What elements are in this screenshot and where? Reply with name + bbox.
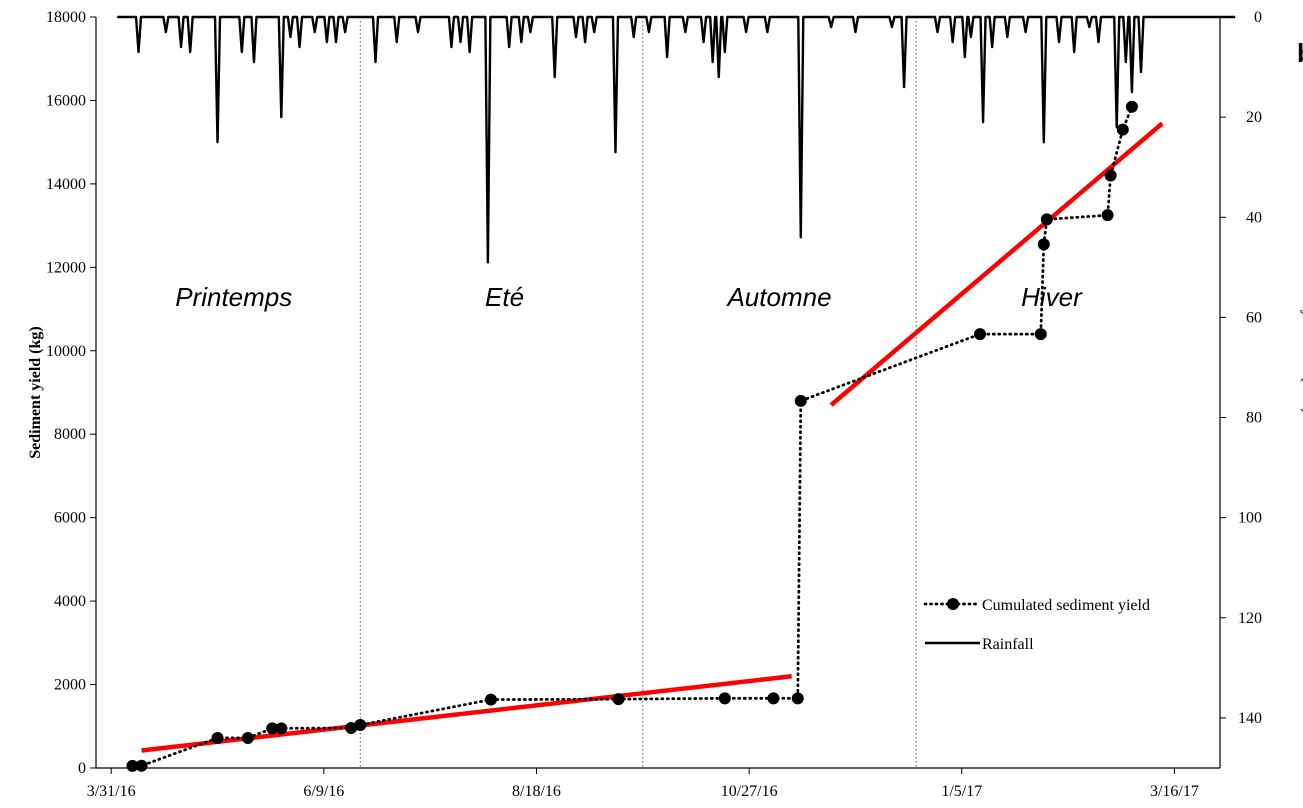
y-tick-label: 18000 xyxy=(46,9,86,26)
y-tick-label: 6000 xyxy=(54,510,86,527)
axes xyxy=(90,16,1226,774)
y2-tick-label: 0 xyxy=(1254,9,1262,26)
x-tick-label: 3/31/16 xyxy=(87,783,136,800)
sediment-point xyxy=(135,759,148,772)
season-label: Eté xyxy=(485,282,524,312)
y-tick-label: 4000 xyxy=(54,593,86,610)
y-tick-label: 0 xyxy=(78,760,86,777)
rainfall-line xyxy=(117,15,1236,264)
y2-tick-label: 140 xyxy=(1238,710,1262,727)
season-label: Printemps xyxy=(175,282,292,312)
sediment-point xyxy=(241,731,254,744)
x-tick-label: 8/18/16 xyxy=(512,783,561,800)
sediment-line xyxy=(131,105,1134,768)
sediment-point xyxy=(354,719,367,732)
sediment-point xyxy=(126,759,139,772)
x-tick-label: 10/27/16 xyxy=(721,783,778,800)
sediment-point xyxy=(791,692,804,705)
legend-sediment-label: Cumulated sediment yield xyxy=(982,597,1150,614)
panel-letter: b xyxy=(1297,38,1303,68)
sediment-point xyxy=(1125,100,1138,113)
sediment-point xyxy=(1037,238,1050,251)
y2-tick-label: 120 xyxy=(1238,610,1262,627)
y-tick-label: 2000 xyxy=(54,677,86,694)
x-tick-label: 6/9/16 xyxy=(303,783,344,800)
sediment-point xyxy=(275,722,288,735)
y2-axis-title: Daily rainfall (mm) xyxy=(1300,281,1303,413)
x-tick-label: 1/5/17 xyxy=(941,783,982,800)
y-tick-label: 8000 xyxy=(54,426,86,443)
y2-tick-label: 20 xyxy=(1246,109,1262,126)
y2-tick-label: 80 xyxy=(1246,410,1262,427)
sediment-point xyxy=(345,721,358,734)
y-tick-label: 14000 xyxy=(46,176,86,193)
y-tick-label: 10000 xyxy=(46,343,86,360)
y-tick-label: 16000 xyxy=(46,92,86,109)
sediment-point xyxy=(211,731,224,744)
legend: Cumulated sediment yield Rainfall xyxy=(923,597,1150,653)
sediment-layer xyxy=(126,100,1138,772)
trend-lines xyxy=(141,121,1164,753)
sediment-point xyxy=(484,693,497,706)
trend-line-second xyxy=(829,121,1164,407)
sediment-point xyxy=(266,722,279,735)
y-axis-title: Sediment yield (kg) xyxy=(27,326,44,458)
labels: 0 2000 4000 6000 8000 10000 12000 14000 16000 180… xyxy=(27,9,1303,800)
trend-line-first xyxy=(141,673,792,753)
y2-tick-label: 40 xyxy=(1246,209,1262,226)
season-label: Hiver xyxy=(1021,282,1083,312)
legend-sediment-marker xyxy=(947,598,959,610)
sediment-point xyxy=(1040,213,1053,226)
sediment-point xyxy=(794,394,807,407)
sediment-point xyxy=(1104,169,1117,182)
sediment-point xyxy=(767,692,780,705)
sediment-point xyxy=(1116,123,1129,136)
sediment-point xyxy=(718,692,731,705)
x-tick-label: 3/16/17 xyxy=(1150,783,1199,800)
rainfall-layer xyxy=(117,15,1236,264)
sediment-point xyxy=(974,328,987,341)
sediment-point xyxy=(612,693,625,706)
legend-rainfall-label: Rainfall xyxy=(982,636,1034,653)
y2-tick-label: 60 xyxy=(1246,309,1262,326)
season-boundaries xyxy=(359,17,917,768)
y-tick-label: 12000 xyxy=(46,259,86,276)
season-label: Automne xyxy=(725,282,831,312)
y2-tick-label: 100 xyxy=(1238,510,1262,527)
sediment-point xyxy=(1034,328,1047,341)
sediment-point xyxy=(1101,209,1114,222)
